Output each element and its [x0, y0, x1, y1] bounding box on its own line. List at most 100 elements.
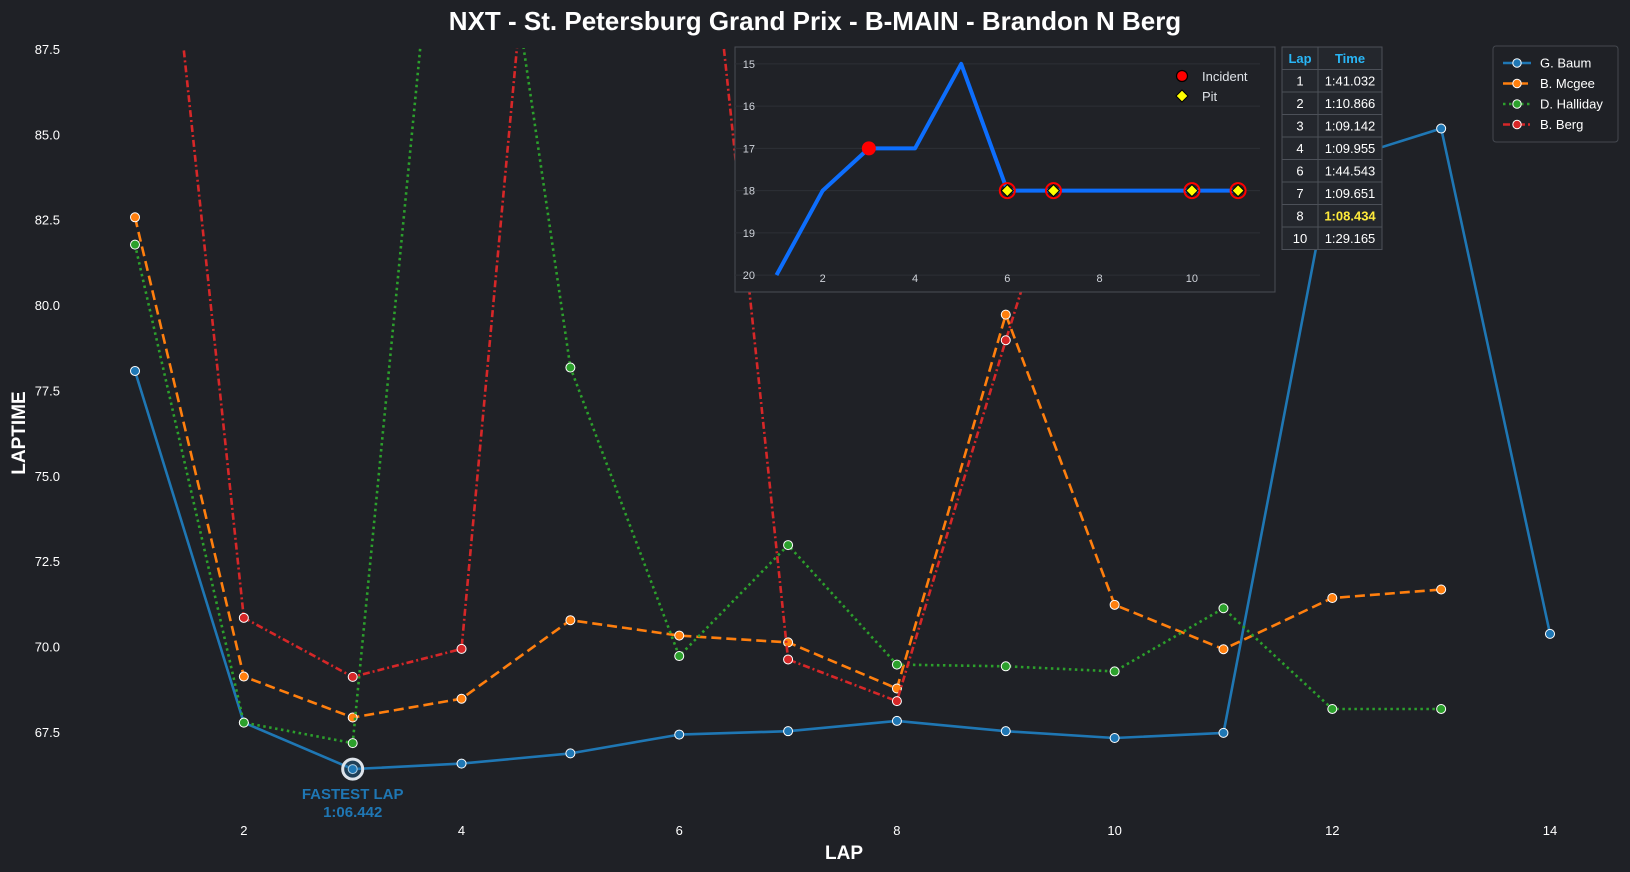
data-point-g-baum	[130, 365, 140, 376]
legend-marker-b-berg	[1512, 119, 1522, 130]
x-tick-label: 8	[893, 823, 900, 838]
y-tick-label: 80.0	[35, 298, 60, 313]
legend-label-d-halliday: D. Halliday	[1540, 97, 1603, 112]
data-point-b-mcgee	[1000, 309, 1011, 320]
data-point-b-mcgee	[1109, 599, 1120, 610]
inset-legend-pit-label: Pit	[1202, 89, 1218, 104]
incident-marker	[861, 141, 876, 156]
data-point-b-berg	[891, 696, 902, 707]
pit-incident-ring	[998, 182, 1016, 200]
fastest-lap-marker	[341, 757, 365, 781]
data-point-d-halliday	[674, 651, 685, 662]
legend-label-b-berg: B. Berg	[1540, 117, 1583, 132]
table-lap-value: 6	[1296, 164, 1303, 179]
table-time-value: 1:09.651	[1325, 186, 1376, 201]
table-header-time: Time	[1335, 51, 1365, 66]
pit-marker	[1046, 183, 1061, 198]
inset-x-tick-label: 8	[1097, 273, 1103, 285]
legend-label-b-mcgee: B. Mcgee	[1540, 76, 1595, 91]
table-time-value: 1:09.142	[1325, 119, 1376, 134]
data-point-d-halliday	[1327, 703, 1338, 714]
inset-legend-incident-label: Incident	[1202, 69, 1248, 84]
table-lap-value: 2	[1296, 96, 1303, 111]
data-point-g-baum	[456, 758, 467, 769]
data-point-b-berg	[1000, 335, 1011, 346]
legend-marker-b-mcgee	[1512, 78, 1522, 89]
data-point-d-halliday	[891, 659, 902, 670]
legend-marker-d-halliday	[1512, 99, 1522, 109]
table-time-value: 1:08.434	[1324, 209, 1376, 224]
table-lap-value: 3	[1296, 119, 1303, 134]
table-time-value: 1:44.543	[1325, 164, 1376, 179]
pit-incident-ring	[1229, 182, 1247, 200]
data-point-b-berg	[238, 612, 249, 623]
table-time-value: 1:09.955	[1325, 141, 1376, 156]
data-point-b-berg	[783, 654, 794, 665]
pit-marker	[1231, 183, 1245, 198]
series-line-b-berg	[182, 48, 1099, 703]
inset-x-tick-label: 4	[912, 273, 918, 285]
table-time-value: 1:10.866	[1325, 96, 1376, 111]
data-point-b-mcgee	[1218, 644, 1229, 655]
inset-y-tick-label: 16	[743, 101, 755, 113]
pit-marker	[1185, 183, 1199, 198]
data-point-d-halliday	[1109, 666, 1120, 677]
table-time-value: 1:29.165	[1325, 231, 1376, 246]
y-tick-label: 77.5	[35, 383, 60, 398]
table-cell	[1317, 226, 1383, 250]
fastest-lap-time: 1:06.442	[323, 804, 382, 821]
data-point-b-mcgee	[130, 212, 140, 223]
y-tick-label: 87.5	[35, 42, 60, 57]
x-tick-label: 4	[458, 823, 465, 838]
x-tick-label: 14	[1543, 823, 1557, 838]
inset-frame	[734, 46, 1276, 293]
legend-box	[1492, 45, 1619, 143]
inset-y-tick-label: 20	[743, 270, 755, 282]
data-point-b-mcgee	[456, 693, 467, 704]
inset-x-tick-label: 10	[1186, 273, 1198, 285]
y-tick-label: 75.0	[35, 469, 60, 484]
data-point-d-halliday	[1000, 661, 1011, 672]
data-point-d-halliday	[1436, 703, 1447, 714]
x-tick-label: 6	[676, 823, 683, 838]
data-point-d-halliday	[565, 362, 576, 373]
table-lap-value: 1	[1296, 74, 1303, 89]
data-point-d-halliday	[238, 717, 249, 728]
pit-incident-ring	[1044, 182, 1062, 200]
data-point-d-halliday	[130, 239, 140, 250]
data-point-b-mcgee	[347, 712, 358, 723]
chart-title: NXT - St. Petersburg Grand Prix - B-MAIN…	[449, 6, 1181, 36]
data-point-g-baum	[1545, 628, 1555, 639]
data-point-b-berg	[347, 671, 358, 682]
data-point-g-baum	[1000, 726, 1011, 737]
table-lap-value: 4	[1296, 141, 1303, 156]
pit-marker	[1000, 183, 1015, 198]
inset-x-tick-label: 2	[820, 273, 826, 285]
data-point-g-baum	[1109, 733, 1120, 744]
data-point-g-baum	[783, 726, 794, 737]
y-tick-label: 85.0	[35, 127, 60, 142]
data-point-b-mcgee	[1327, 593, 1338, 604]
data-point-g-baum	[674, 729, 685, 740]
legend-label-g-baum: G. Baum	[1540, 56, 1591, 71]
pit-incident-ring	[1183, 182, 1201, 200]
table-lap-value: 7	[1296, 186, 1303, 201]
inset-y-tick-label: 19	[743, 228, 755, 240]
table-lap-value: 10	[1293, 231, 1307, 246]
y-tick-label: 72.5	[35, 554, 60, 569]
data-point-b-mcgee	[565, 615, 576, 626]
data-point-d-halliday	[783, 540, 794, 551]
inset-legend-incident-marker	[1175, 69, 1189, 83]
series-line-g-baum	[133, 127, 1552, 771]
x-tick-label: 12	[1325, 823, 1339, 838]
data-point-b-mcgee	[674, 630, 685, 641]
data-point-g-baum	[891, 715, 902, 726]
inset-y-tick-label: 15	[743, 59, 755, 71]
y-tick-label: 67.5	[35, 725, 60, 740]
x-tick-label: 2	[240, 823, 247, 838]
x-axis-label: LAP	[825, 843, 863, 864]
data-point-g-baum	[347, 764, 358, 775]
y-tick-label: 82.5	[35, 213, 60, 228]
x-tick-label: 10	[1107, 823, 1121, 838]
